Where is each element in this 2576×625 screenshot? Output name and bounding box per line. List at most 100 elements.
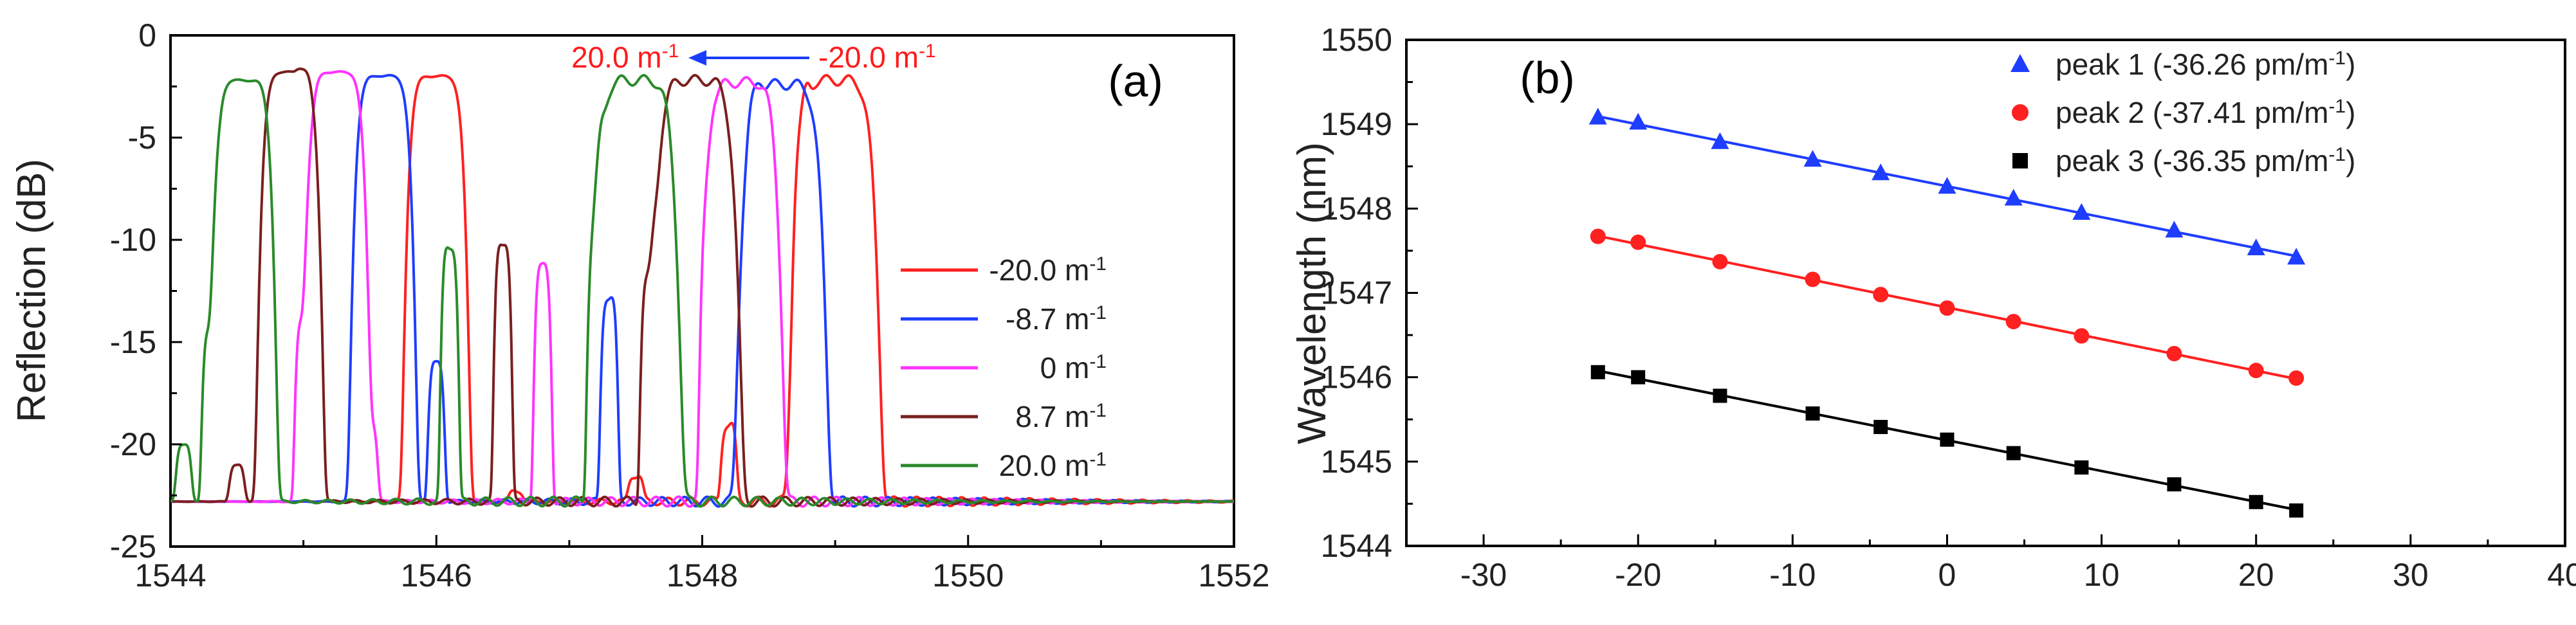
x-tick-label-b: -10 xyxy=(1769,557,1816,593)
data-point-peak-2 xyxy=(2005,314,2021,330)
x-tick-label-b: 20 xyxy=(2238,557,2274,593)
data-point-peak-1 xyxy=(1711,132,1729,149)
y-tick-label-a: -20 xyxy=(110,426,156,462)
x-tick-label-b: 30 xyxy=(2393,557,2429,593)
legend-label-b-main: peak 2 (-37.41 pm/m xyxy=(2056,96,2328,129)
panel-a: 1544 1546 1548 1550 1552 0 -5 -10 -15 -20 -25 Refl… xyxy=(10,17,1270,593)
y-tick-label-b: 1548 xyxy=(1321,190,1392,226)
data-point-peak-3 xyxy=(2074,460,2089,475)
data-point-peak-3 xyxy=(2167,477,2182,492)
legend-label-b-sup: -1 xyxy=(2328,144,2346,165)
curve-87m xyxy=(170,73,1235,508)
y-tick-label-b: 1550 xyxy=(1321,22,1392,58)
y-tick-label-b: 1544 xyxy=(1321,528,1392,564)
legend-label-a-main: -20.0 m xyxy=(989,253,1089,287)
legend-label-a-sup: -1 xyxy=(1089,351,1107,372)
data-point-peak-2 xyxy=(2288,370,2305,386)
x-tick-label-a: 1550 xyxy=(932,557,1004,593)
legend-marker-b xyxy=(2012,153,2028,168)
shift-annotation: 20.0 m-1 -20.0 m-1 xyxy=(571,41,936,75)
curve-0m xyxy=(170,70,1235,508)
legend-label-a-sup: -1 xyxy=(1089,253,1107,275)
axes-b: -30 -20 -10 0 10 20 30 40 1550 1549 1548 1547 1546 15… xyxy=(1321,22,2576,593)
data-point-peak-2 xyxy=(2248,363,2264,379)
legend-a: -20.0 m-1-8.7 m-10 m-18.7 m-120.0 m-1 xyxy=(901,253,1107,483)
x-tick-label-a: 1546 xyxy=(401,557,472,593)
data-point-peak-1 xyxy=(2165,221,2184,238)
legend-label-b-main: peak 1 (-36.26 pm/m xyxy=(2056,48,2328,81)
legend-label-a-sup: -1 xyxy=(1089,400,1107,421)
legend-label-a: 8.7 m-1 xyxy=(1015,400,1107,434)
legend-label-b-close: ) xyxy=(2346,96,2355,129)
ylabel-b: Wavelength (nm) xyxy=(1290,142,1334,444)
y-tick-label-b: 1545 xyxy=(1321,444,1392,480)
data-point-peak-1 xyxy=(2072,203,2091,220)
data-point-peak-1 xyxy=(1588,107,1607,125)
data-point-peak-3 xyxy=(1873,420,1888,435)
y-tick-label-a: -25 xyxy=(110,529,156,565)
curve-200m xyxy=(170,73,1234,508)
data-point-peak-3 xyxy=(1940,432,1955,447)
data-point-peak-1 xyxy=(2287,248,2306,265)
legend-label-b: peak 1 (-36.26 pm/m-1) xyxy=(2056,48,2355,82)
data-point-peak-2 xyxy=(1939,300,1955,316)
data-point-peak-3 xyxy=(1631,370,1646,385)
data-point-peak-3 xyxy=(2289,503,2304,518)
legend-marker-b xyxy=(2012,104,2029,121)
y-tick-label-b: 1547 xyxy=(1321,275,1392,311)
panel-label-b: (b) xyxy=(1520,53,1575,103)
data-point-peak-1 xyxy=(1803,150,1822,167)
legend-label-b-sup: -1 xyxy=(2328,96,2346,117)
axes-a: 1544 1546 1548 1550 1552 0 -5 -10 -15 -20 -25 xyxy=(110,17,1270,593)
data-point-peak-1 xyxy=(1938,177,1956,194)
annotation-right-sup: -1 xyxy=(919,41,936,62)
data-point-peak-1 xyxy=(2247,238,2265,255)
data-point-peak-1 xyxy=(1872,163,1890,181)
x-tick-label-b: 0 xyxy=(1938,557,1956,593)
x-tick-label-b: 10 xyxy=(2084,557,2120,593)
data-point-peak-2 xyxy=(2166,345,2182,361)
y-tick-label-a: 0 xyxy=(138,17,156,53)
legend-label-b-close: ) xyxy=(2346,48,2355,81)
legend-label-a-sup: -1 xyxy=(1089,302,1107,323)
legend-marker-b xyxy=(2010,54,2030,72)
annotation-right: -20.0 m-1 xyxy=(818,41,936,75)
legend-label-a: -20.0 m-1 xyxy=(989,253,1107,287)
annotation-left-sup: -1 xyxy=(662,41,679,62)
annotation-left: 20.0 m-1 xyxy=(571,41,679,75)
x-tick-label-a: 1552 xyxy=(1198,557,1269,593)
legend-label-a-main: 20.0 m xyxy=(999,449,1090,482)
legend-label-b: peak 2 (-37.41 pm/m-1) xyxy=(2056,96,2355,130)
data-point-peak-2 xyxy=(1873,287,1889,303)
wavelength-series xyxy=(1588,107,2306,518)
legend-label-b-close: ) xyxy=(2346,144,2355,177)
x-tick-label-a: 1548 xyxy=(667,557,738,593)
data-point-peak-3 xyxy=(1805,406,1820,421)
legend-b: peak 1 (-36.26 pm/m-1)peak 2 (-37.41 pm/… xyxy=(2010,48,2355,178)
data-point-peak-2 xyxy=(1712,253,1728,269)
legend-label-a: 20.0 m-1 xyxy=(999,449,1107,483)
x-tick-label-b: -20 xyxy=(1615,557,1661,593)
reflection-curves xyxy=(170,67,1235,508)
plot-frame-b xyxy=(1405,39,2566,547)
legend-label-b-main: peak 3 (-36.35 pm/m xyxy=(2056,144,2328,177)
shift-arrow-head xyxy=(688,50,706,66)
legend-label-a-main: -8.7 m xyxy=(1006,302,1089,336)
data-point-peak-3 xyxy=(1590,365,1605,379)
data-point-peak-2 xyxy=(1805,271,1821,287)
y-tick-label-a: -5 xyxy=(128,120,156,156)
legend-label-a-main: 0 m xyxy=(1040,351,1090,385)
legend-label-a: -8.7 m-1 xyxy=(1006,302,1107,336)
panel-b: -30 -20 -10 0 10 20 30 40 1550 1549 1548 1547 1546 15… xyxy=(1290,22,2576,593)
legend-label-a: 0 m-1 xyxy=(1040,351,1107,385)
ylabel-a: Reflection (dB) xyxy=(10,159,54,422)
data-point-peak-1 xyxy=(1629,113,1648,130)
panel-label-a: (a) xyxy=(1108,56,1163,106)
data-point-peak-2 xyxy=(1590,228,1606,244)
legend-label-b: peak 3 (-36.35 pm/m-1) xyxy=(2056,144,2355,178)
annotation-right-main: -20.0 m xyxy=(818,41,919,74)
x-tick-label-b: -30 xyxy=(1460,557,1507,593)
data-point-peak-1 xyxy=(2004,188,2023,206)
legend-label-a-main: 8.7 m xyxy=(1015,400,1089,433)
